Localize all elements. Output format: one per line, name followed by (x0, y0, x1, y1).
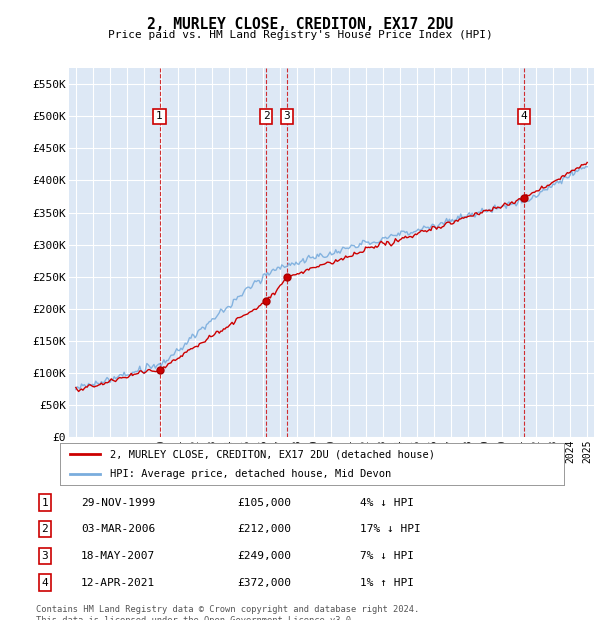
Text: 2: 2 (263, 112, 269, 122)
Text: 3: 3 (283, 112, 290, 122)
Text: £372,000: £372,000 (237, 578, 291, 588)
Text: Contains HM Land Registry data © Crown copyright and database right 2024.
This d: Contains HM Land Registry data © Crown c… (36, 605, 419, 620)
Text: £249,000: £249,000 (237, 551, 291, 561)
Text: 7% ↓ HPI: 7% ↓ HPI (360, 551, 414, 561)
Text: Price paid vs. HM Land Registry's House Price Index (HPI): Price paid vs. HM Land Registry's House … (107, 30, 493, 40)
Text: 17% ↓ HPI: 17% ↓ HPI (360, 525, 421, 534)
Text: 2, MURLEY CLOSE, CREDITON, EX17 2DU: 2, MURLEY CLOSE, CREDITON, EX17 2DU (147, 17, 453, 32)
Text: 1: 1 (41, 498, 49, 508)
Text: 18-MAY-2007: 18-MAY-2007 (81, 551, 155, 561)
Text: 1: 1 (156, 112, 163, 122)
Text: 4: 4 (41, 578, 49, 588)
Text: £105,000: £105,000 (237, 498, 291, 508)
Text: 12-APR-2021: 12-APR-2021 (81, 578, 155, 588)
Text: 2: 2 (41, 525, 49, 534)
Text: 4: 4 (520, 112, 527, 122)
Text: 03-MAR-2006: 03-MAR-2006 (81, 525, 155, 534)
Text: 4% ↓ HPI: 4% ↓ HPI (360, 498, 414, 508)
Text: 1% ↑ HPI: 1% ↑ HPI (360, 578, 414, 588)
Text: 2, MURLEY CLOSE, CREDITON, EX17 2DU (detached house): 2, MURLEY CLOSE, CREDITON, EX17 2DU (det… (110, 450, 436, 459)
Text: £212,000: £212,000 (237, 525, 291, 534)
Text: 3: 3 (41, 551, 49, 561)
Text: 29-NOV-1999: 29-NOV-1999 (81, 498, 155, 508)
Text: HPI: Average price, detached house, Mid Devon: HPI: Average price, detached house, Mid … (110, 469, 392, 479)
